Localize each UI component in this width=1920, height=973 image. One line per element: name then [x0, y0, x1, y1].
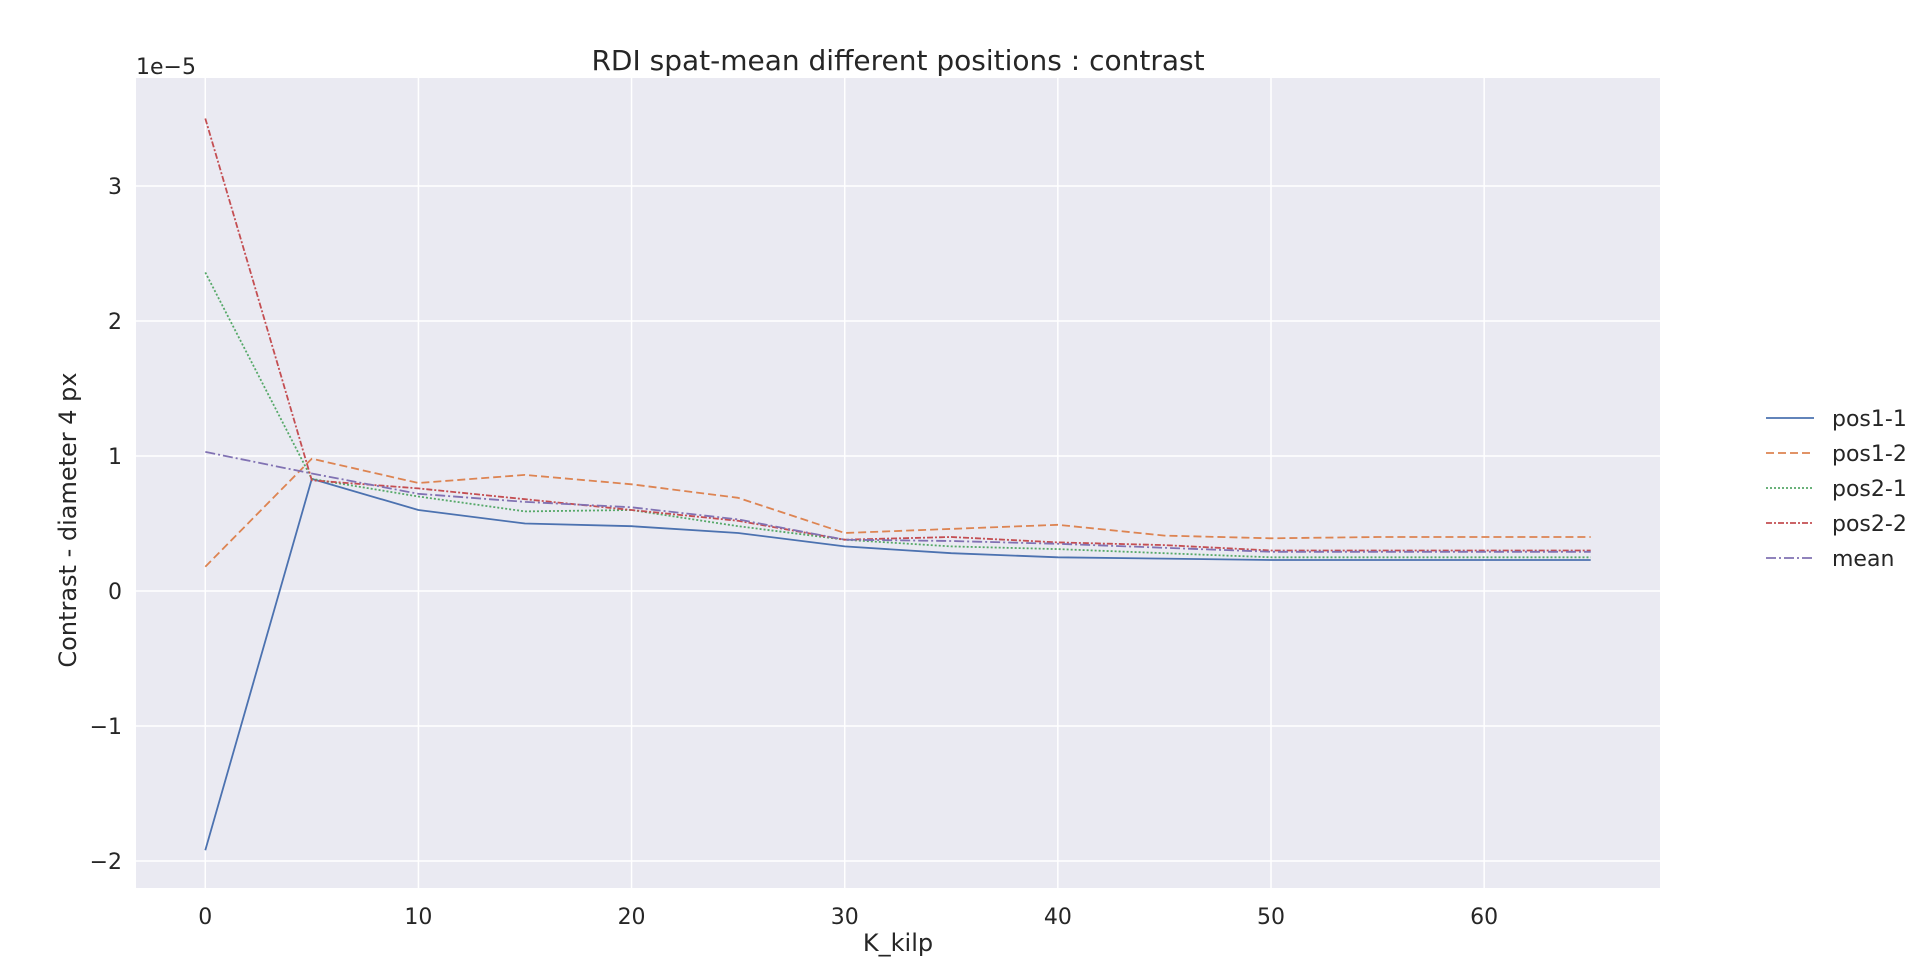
x-tick-label: 60	[1470, 905, 1498, 930]
y-axis-label: Contrast - diameter 4 px	[54, 372, 82, 667]
y-tick-label: −1	[90, 715, 122, 740]
x-tick-label: 10	[404, 905, 432, 930]
chart-title: RDI spat-mean different positions : cont…	[591, 44, 1204, 77]
grid	[136, 78, 1660, 888]
legend: pos1-1 pos1-2 pos2-1 pos2-2 mean	[1766, 407, 1907, 572]
series-line-pos2-1	[204, 271, 1591, 559]
x-axis-label: K_kilp	[863, 929, 933, 957]
legend-label: pos1-1	[1832, 407, 1907, 432]
y-tick-label: 3	[108, 175, 122, 200]
x-tick-labels: 0 10 20 30 40 50 60	[198, 905, 1498, 930]
y-offset-label: 1e−5	[136, 55, 196, 80]
legend-label: pos2-1	[1832, 477, 1907, 502]
x-tick-label: 50	[1257, 905, 1285, 930]
x-tick-label: 40	[1044, 905, 1072, 930]
series-line-pos1-1	[204, 477, 1591, 851]
legend-label: pos2-2	[1832, 512, 1907, 537]
series-line-pos2-2	[204, 118, 1591, 552]
x-tick-label: 0	[198, 905, 212, 930]
y-tick-label: 1	[108, 445, 122, 470]
legend-label: pos1-2	[1832, 442, 1907, 467]
series-line-pos1-2	[204, 457, 1591, 568]
x-tick-label: 20	[618, 905, 646, 930]
series-lines	[204, 118, 1591, 851]
y-tick-labels: −2 −1 0 1 2 3	[90, 175, 122, 875]
legend-label: mean	[1832, 547, 1894, 572]
series-line-mean	[205, 451, 1591, 553]
y-tick-label: 2	[108, 310, 122, 335]
y-tick-label: −2	[90, 850, 122, 875]
y-tick-label: 0	[108, 580, 122, 605]
x-tick-label: 30	[831, 905, 859, 930]
plot-area	[136, 78, 1660, 888]
